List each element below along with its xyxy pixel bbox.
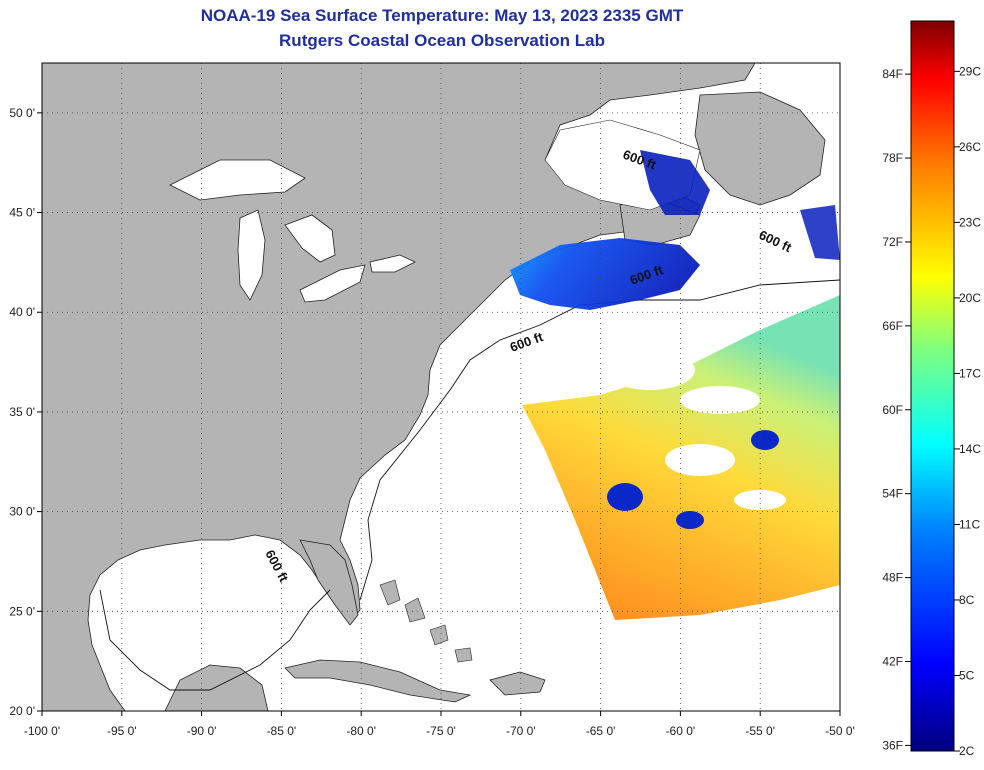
- shelf-contour: [99, 279, 840, 691]
- colorbar-c-label: 26C: [959, 140, 981, 154]
- lat-tick-label: 50 0': [9, 106, 35, 120]
- colorbar-f-label: 54F: [882, 487, 903, 501]
- colorbar-c-label: 23C: [959, 215, 981, 229]
- colorbar-c-label: 20C: [959, 291, 981, 305]
- lon-tick-label: -70 0': [506, 724, 536, 738]
- land-yucatan: [164, 664, 269, 711]
- land-cuba: [284, 659, 472, 703]
- lon-tick-label: -55 0': [745, 724, 775, 738]
- lon-tick-label: -80 0': [346, 724, 376, 738]
- land-florida: [299, 539, 359, 626]
- colorbar: [910, 20, 955, 752]
- lat-tick-label: 25 0': [9, 604, 35, 618]
- cloud-patches: [605, 350, 786, 510]
- great-lakes: [169, 159, 416, 303]
- colorbar-c-label: 8C: [959, 593, 975, 607]
- colorbar-c-label: 5C: [959, 668, 975, 682]
- colorbar-f-label: 72F: [882, 235, 903, 249]
- lat-tick-label: 30 0': [9, 505, 35, 519]
- lon-tick-label: -90 0': [187, 724, 217, 738]
- lon-tick-label: -85 0': [267, 724, 297, 738]
- map-subtitle: Rutgers Coastal Ocean Observation Lab: [279, 31, 605, 50]
- colorbar-c-label: 14C: [959, 442, 981, 456]
- lat-tick-label: 20 0': [9, 704, 35, 718]
- sst-cold-patches: [607, 430, 779, 529]
- sst-cold-st-lawrence: [640, 150, 710, 215]
- colorbar-f-label: 84F: [882, 67, 903, 81]
- colorbar-c-label: 11C: [959, 517, 980, 531]
- land-hispaniola: [489, 671, 546, 696]
- colorbar-f-label: 36F: [882, 738, 903, 752]
- colorbar-f-label: 42F: [882, 654, 903, 668]
- lon-tick-label: -50 0': [825, 724, 855, 738]
- sst-cold-gulf-maine: [510, 238, 700, 310]
- lon-tick-label: -75 0': [426, 724, 456, 738]
- map-area: 600 ft 600 ft 600 ft 600 ft 600 ft: [42, 63, 840, 711]
- colorbar-f-label: 66F: [882, 319, 903, 333]
- lat-tick-label: 40 0': [9, 305, 35, 319]
- lat-tick-label: 45 0': [9, 206, 35, 220]
- land-bahamas: [379, 579, 473, 663]
- gridlines: [42, 63, 840, 711]
- colorbar-f-label: 60F: [882, 403, 903, 417]
- latitude-axis: 50 0' 45 0' 40 0' 35 0' 30 0' 25 0' 20 0': [9, 106, 42, 718]
- lon-tick-label: -60 0': [666, 724, 696, 738]
- colorbar-f-label: 78F: [882, 151, 903, 165]
- lon-tick-label: -65 0': [586, 724, 616, 738]
- colorbar-celsius-labels: 29C 26C 23C 20C 17C 14C 11C 8C 5C 2C: [954, 64, 981, 758]
- colorbar-f-label: 48F: [882, 571, 903, 585]
- longitude-axis: -100 0' -95 0' -90 0' -85 0' -80 0' -75 0' -70…: [24, 711, 855, 738]
- sst-cold-northeast: [800, 205, 840, 260]
- lat-tick-label: 35 0': [9, 405, 35, 419]
- colorbar-fahrenheit-labels: 84F 78F 72F 66F 60F 54F 48F 42F 36F: [882, 67, 911, 752]
- map-title: NOAA-19 Sea Surface Temperature: May 13,…: [200, 6, 684, 25]
- colorbar-c-label: 29C: [959, 64, 981, 78]
- lon-tick-label: -95 0': [107, 724, 137, 738]
- colorbar-c-label: 2C: [959, 744, 975, 758]
- colorbar-c-label: 17C: [959, 366, 981, 380]
- lon-tick-label: -100 0': [24, 724, 60, 738]
